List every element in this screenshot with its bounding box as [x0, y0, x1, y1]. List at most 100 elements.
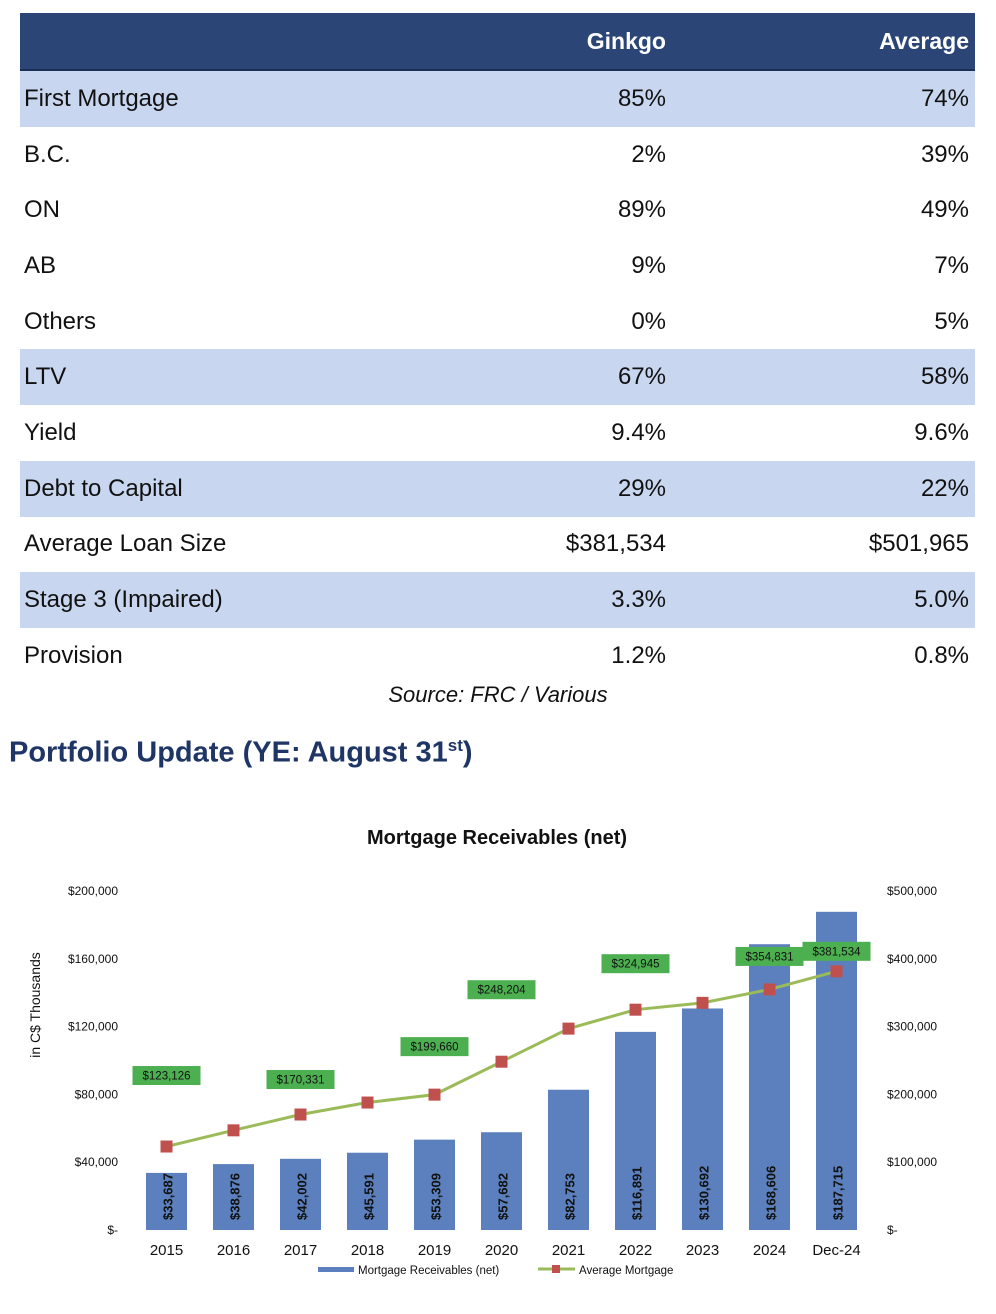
right-tick-label: $100,000	[887, 1155, 937, 1169]
row-ginkgo-value: 1.2%	[611, 641, 666, 669]
bar-label: $116,891	[630, 1166, 645, 1220]
row-ginkgo-value: 0%	[631, 307, 666, 335]
line-label-box	[132, 1066, 201, 1086]
row-label: Average Loan Size	[24, 530, 227, 558]
row-label: B.C.	[24, 140, 71, 168]
row-average-value: 9.6%	[914, 418, 969, 446]
bar	[481, 1132, 522, 1230]
header-ginkgo: Ginkgo	[586, 27, 666, 54]
bar-label: $57,682	[496, 1173, 511, 1220]
comparison-table: Ginkgo Average First Mortgage 85% 74% B.C. 2…	[20, 13, 975, 684]
bar	[146, 1172, 187, 1230]
row-ginkgo-value: 9%	[631, 251, 666, 279]
chart-title: Mortgage Receivables (net)	[367, 827, 627, 849]
bar	[615, 1031, 656, 1230]
bar-label: $53,309	[429, 1173, 444, 1220]
mortgage-chart: Mortgage Receivables (net) in C$ Thousand…	[0, 800, 996, 1300]
bar-label: $38,876	[228, 1173, 243, 1220]
line-label-box	[400, 1037, 469, 1057]
line-marker	[428, 1088, 441, 1101]
table-header: Ginkgo Average	[20, 13, 975, 71]
row-average-value: 39%	[920, 140, 969, 168]
left-tick-label: $80,000	[75, 1087, 119, 1101]
row-ginkgo-value: 29%	[617, 474, 666, 502]
row-ginkgo-value: 85%	[617, 84, 666, 112]
row-label: First Mortgage	[24, 84, 179, 112]
row-label: AB	[24, 251, 57, 279]
row-label: Yield	[24, 418, 77, 446]
row-ginkgo-value: 67%	[617, 363, 666, 391]
y-axis-label: in C$ Thousands	[27, 952, 43, 1058]
bar-label: $33,687	[161, 1173, 176, 1220]
line-marker	[830, 965, 843, 978]
table-row: Stage 3 (Impaired) 3.3% 5.0%	[20, 572, 975, 628]
category-label: Dec-24	[812, 1242, 860, 1259]
row-label: Debt to Capital	[24, 474, 183, 502]
category-label: 2023	[686, 1242, 719, 1259]
table-row: Average Loan Size $381,534 $501,965	[20, 517, 975, 573]
bar-label: $168,606	[764, 1166, 779, 1220]
section-title: Portfolio Update (YE: August 31st)	[9, 736, 473, 769]
row-average-value: $501,965	[868, 530, 969, 558]
line-label: $199,660	[411, 1042, 459, 1054]
bar	[548, 1089, 589, 1230]
row-average-value: 22%	[920, 474, 969, 502]
right-tick-label: $200,000	[887, 1087, 937, 1101]
line-label: $248,204	[478, 985, 527, 997]
table-row: First Mortgage 85% 74%	[20, 71, 975, 127]
table-row: AB 9% 7%	[20, 238, 975, 294]
row-label: Stage 3 (Impaired)	[24, 586, 223, 614]
category-label: 2016	[217, 1242, 250, 1259]
bar-label: $42,002	[295, 1173, 310, 1220]
legend-bar-swatch	[318, 1267, 354, 1272]
left-tick-label: $160,000	[68, 952, 118, 966]
legend-line-label: Average Mortgage	[579, 1265, 673, 1277]
line-marker	[495, 1055, 508, 1068]
bar-label: $82,753	[563, 1173, 578, 1220]
line-marker	[227, 1124, 240, 1137]
category-label: 2021	[552, 1242, 585, 1259]
line-label: $170,331	[277, 1075, 325, 1087]
bar-label: $130,692	[697, 1166, 712, 1220]
line-marker	[361, 1096, 374, 1109]
line-marker	[696, 996, 709, 1009]
line-marker	[294, 1108, 307, 1121]
line-label-box	[735, 946, 804, 966]
row-average-value: 58%	[920, 363, 969, 391]
line-marker	[763, 983, 776, 996]
bar-label: $45,591	[362, 1173, 377, 1220]
row-ginkgo-value: 3.3%	[611, 586, 666, 614]
legend-line-marker	[552, 1265, 560, 1273]
category-label: 2018	[351, 1242, 384, 1259]
row-ginkgo-value: 2%	[631, 140, 666, 168]
bar-label: $187,715	[831, 1166, 846, 1220]
right-tick-label: $300,000	[887, 1020, 937, 1034]
table-row: Provision 1.2% 0.8%	[20, 628, 975, 684]
row-ginkgo-value: $381,534	[565, 530, 666, 558]
right-tick-label: $400,000	[887, 952, 937, 966]
category-label: 2017	[284, 1242, 317, 1259]
row-average-value: 74%	[920, 84, 969, 112]
row-average-value: 5%	[934, 307, 969, 335]
bar	[816, 911, 857, 1230]
header-average: Average	[879, 27, 969, 54]
line-label-box	[266, 1070, 335, 1090]
table-row: Yield 9.4% 9.6%	[20, 405, 975, 461]
bar	[414, 1139, 455, 1230]
line-marker	[562, 1022, 575, 1035]
row-average-value: 7%	[934, 251, 969, 279]
row-average-value: 49%	[920, 196, 969, 224]
row-average-value: 5.0%	[914, 586, 969, 614]
left-tick-label: $200,000	[68, 884, 118, 898]
line-label: $381,534	[813, 946, 862, 958]
table-row: Debt to Capital 29% 22%	[20, 460, 975, 517]
category-label: 2020	[485, 1242, 518, 1259]
category-label: 2022	[619, 1242, 652, 1259]
bar	[682, 1008, 723, 1230]
row-ginkgo-value: 9.4%	[611, 418, 666, 446]
row-label: Others	[24, 307, 97, 335]
left-tick-label: $40,000	[75, 1155, 119, 1169]
left-tick-label: $-	[107, 1223, 118, 1237]
bar	[213, 1164, 254, 1230]
line-label: $324,945	[612, 959, 660, 971]
